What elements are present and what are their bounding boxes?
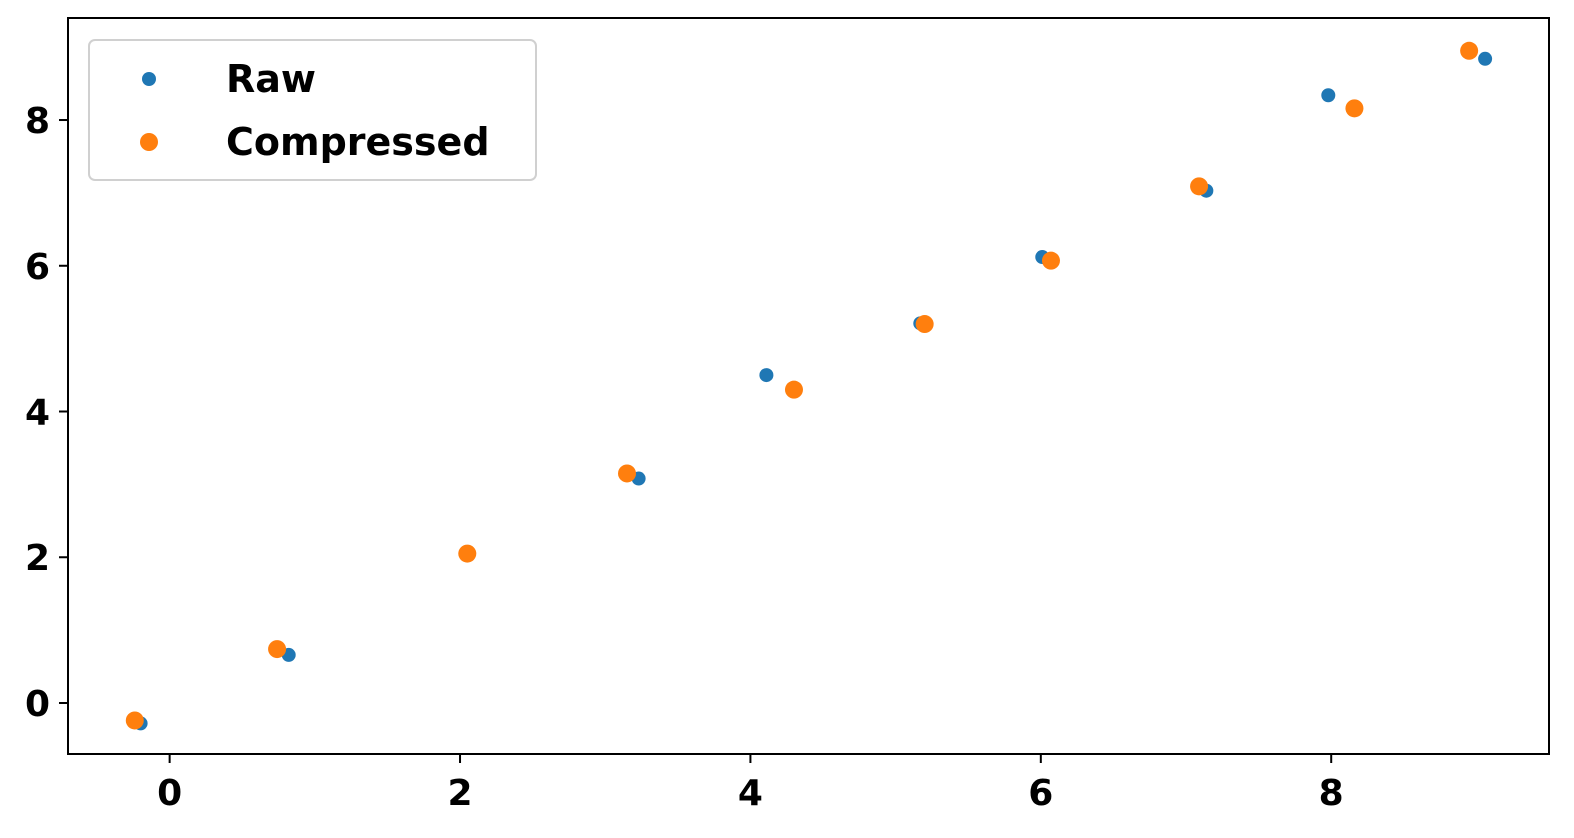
point-compressed [618,464,637,483]
point-compressed [915,315,934,334]
legend-marker-raw [142,72,156,86]
x-tick-label: 8 [1319,773,1344,814]
ticks-layer: 0 2 4 6 8 0 2 4 6 8 [25,101,1344,814]
x-tick-label: 0 [157,773,182,814]
legend-label-compressed: Compressed [226,120,490,164]
point-compressed [125,711,144,730]
point-raw [759,368,774,383]
point-compressed [1041,251,1060,270]
point-compressed [268,640,287,659]
legend-box [88,39,537,181]
legend-marker-compressed [140,133,158,151]
point-compressed [784,380,803,399]
point-compressed [1190,177,1209,196]
plot-frame [67,17,1550,755]
point-raw [1321,88,1336,103]
x-tick-label: 4 [738,773,763,814]
legend: Raw Compressed [88,39,537,181]
y-tick-label: 0 [25,684,50,725]
y-tick-label: 6 [25,247,50,288]
point-compressed [1345,99,1364,118]
y-tick-label: 2 [25,538,50,579]
legend-label-raw: Raw [226,57,316,101]
y-tick-label: 8 [25,101,50,142]
point-compressed [458,544,477,563]
point-raw [1478,51,1493,66]
x-tick-label: 6 [1028,773,1053,814]
point-compressed [1460,41,1479,60]
y-tick-label: 4 [25,393,50,434]
x-tick-label: 2 [447,773,472,814]
points-layer [125,41,1493,731]
